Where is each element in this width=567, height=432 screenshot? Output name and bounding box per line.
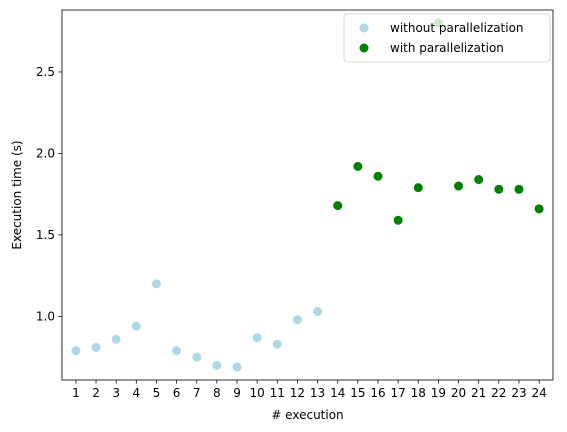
x-tick-label: 3: [112, 386, 120, 400]
series-2-point-1: [333, 201, 343, 211]
series-2-point-11: [534, 204, 544, 214]
series-1-point-5: [151, 279, 161, 289]
y-axis-label: Execution time (s): [10, 140, 24, 249]
legend-label-2: with parallelization: [390, 41, 504, 55]
series-1-point-2: [91, 342, 101, 352]
x-axis-label: # execution: [271, 408, 343, 422]
x-tick-label: 8: [213, 386, 221, 400]
series-1-point-9: [232, 362, 242, 372]
x-tick-label: 1: [72, 386, 80, 400]
series-2-point-8: [474, 175, 484, 185]
series-1-point-1: [71, 346, 81, 356]
x-tick-label: 24: [531, 386, 546, 400]
series-2-point-2: [353, 161, 363, 171]
y-tick-label: 1.0: [36, 309, 55, 323]
x-tick-label: 12: [290, 386, 305, 400]
series-1-point-8: [212, 360, 222, 370]
series-1-point-10: [252, 333, 262, 343]
y-tick-label: 2.5: [36, 65, 55, 79]
plot-frame: [61, 9, 554, 381]
series-1-point-12: [292, 315, 302, 325]
x-tick-label: 11: [270, 386, 285, 400]
series-1-point-11: [272, 339, 282, 349]
x-tick-label: 17: [390, 386, 405, 400]
legend-marker-2: [359, 43, 369, 53]
x-tick-label: 9: [233, 386, 241, 400]
x-tick-label: 6: [173, 386, 181, 400]
x-tick-label: 23: [511, 386, 526, 400]
legend-box: [343, 13, 551, 63]
y-tick-label: 1.5: [36, 228, 55, 242]
data-points: [71, 18, 544, 372]
x-tick-label: 19: [431, 386, 446, 400]
series-1-point-4: [131, 321, 141, 331]
x-tick-label: 7: [193, 386, 201, 400]
series-1-point-6: [172, 346, 182, 356]
x-tick-label: 2: [92, 386, 100, 400]
x-tick-label: 16: [370, 386, 385, 400]
series-2-point-7: [454, 181, 464, 191]
legend-marker-1: [359, 23, 369, 33]
x-tick-label: 22: [491, 386, 506, 400]
legend: without parallelization with parallelizat…: [343, 13, 551, 63]
x-tick-label: 10: [250, 386, 265, 400]
series-2-point-3: [373, 171, 383, 181]
series-1-point-13: [313, 307, 323, 317]
series-2-point-4: [393, 215, 403, 225]
x-tick-label: 18: [411, 386, 426, 400]
x-tick-label: 21: [471, 386, 486, 400]
series-2-point-9: [494, 184, 504, 194]
x-tick-label: 14: [330, 386, 345, 400]
series-1-point-3: [111, 334, 121, 344]
x-tick-label: 5: [153, 386, 161, 400]
x-tick-label: 4: [132, 386, 140, 400]
series-2-point-5: [413, 183, 423, 193]
y-tick-label: 2.0: [36, 146, 55, 160]
y-axis-ticks: 1.0 1.5 2.0 2.5: [36, 65, 62, 323]
series-2-point-10: [514, 184, 524, 194]
x-tick-label: 15: [350, 386, 365, 400]
x-axis-ticks: 1 2 3 4 5 6 7 8 9 10 11 12 13 14 15 16 17 18 19 20 21 22 23 24: [72, 380, 547, 400]
legend-label-1: without parallelization: [390, 21, 524, 35]
series-1-point-7: [192, 352, 202, 362]
x-tick-label: 13: [310, 386, 325, 400]
x-tick-label: 20: [451, 386, 466, 400]
